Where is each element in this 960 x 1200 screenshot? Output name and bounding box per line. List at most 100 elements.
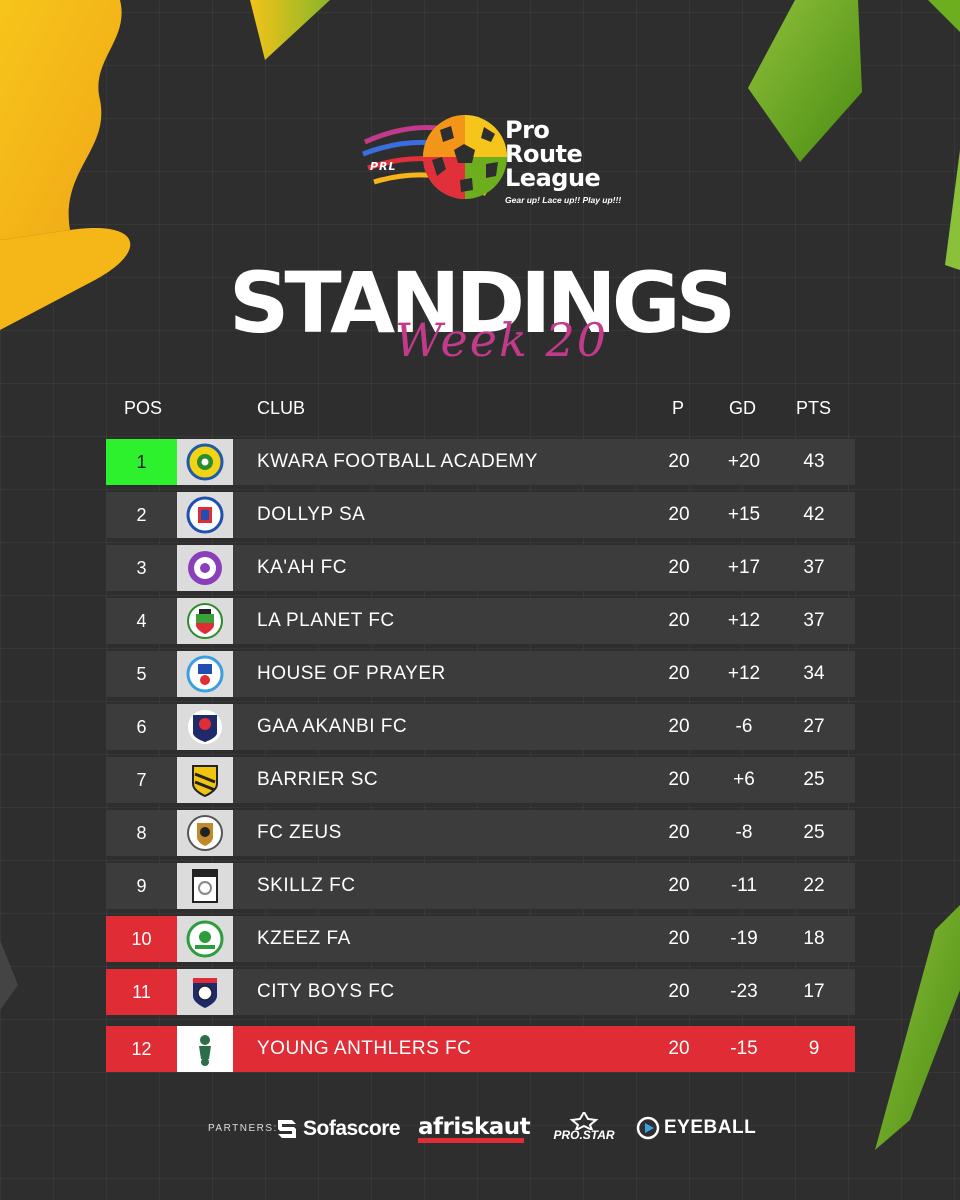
table-row: 1 KWARA FOOTBALL ACADEMY 20 +20 43 bbox=[106, 439, 855, 485]
goal-difference: -8 bbox=[735, 822, 753, 843]
skillz-fc-crest-icon bbox=[192, 869, 218, 903]
row-position: 2 bbox=[106, 492, 177, 538]
partner-name: afriskaut bbox=[418, 1114, 531, 1140]
week-subtitle: Week 20 bbox=[395, 313, 609, 367]
header-gd: GD bbox=[729, 398, 756, 418]
club-badge bbox=[177, 598, 233, 644]
club-badge bbox=[177, 492, 233, 538]
partners-label: PARTNERS: bbox=[208, 1123, 278, 1134]
played: 20 bbox=[668, 610, 690, 631]
league-name-line: Route bbox=[505, 140, 583, 168]
points: 25 bbox=[803, 769, 825, 790]
goal-difference: +12 bbox=[727, 663, 761, 684]
goal-difference: -11 bbox=[730, 875, 758, 896]
city-boys-fc-crest-icon bbox=[193, 978, 217, 1008]
played: 20 bbox=[668, 1038, 690, 1059]
row-position: 12 bbox=[106, 1026, 177, 1072]
league-logo-icon bbox=[362, 115, 507, 199]
page-title: STANDINGS bbox=[228, 254, 736, 352]
table-row: 9 SKILLZ FC 20 -11 22 bbox=[106, 863, 855, 909]
green-shape-top-right bbox=[748, 0, 862, 162]
points: 18 bbox=[803, 928, 825, 949]
club-name: KA'AH FC bbox=[257, 557, 347, 578]
points: 37 bbox=[803, 557, 825, 578]
goal-difference: +15 bbox=[727, 504, 761, 525]
played: 20 bbox=[668, 875, 690, 896]
points: 22 bbox=[803, 875, 825, 896]
club-name: CITY BOYS FC bbox=[257, 981, 395, 1002]
row-position: 11 bbox=[106, 969, 177, 1015]
played: 20 bbox=[668, 981, 690, 1002]
goal-difference: -19 bbox=[730, 928, 758, 949]
green-shape-right-edge bbox=[928, 0, 960, 32]
club-name: YOUNG ANTHLERS FC bbox=[257, 1038, 472, 1059]
played: 20 bbox=[668, 928, 690, 949]
goal-difference: -15 bbox=[730, 1038, 758, 1059]
points: 17 bbox=[803, 981, 825, 1002]
header-pos: POS bbox=[124, 398, 163, 418]
prostar-star-icon bbox=[569, 1109, 599, 1133]
points: 27 bbox=[803, 716, 825, 737]
goal-difference: -23 bbox=[730, 981, 758, 1002]
table-row: 5 HOUSE OF PRAYER 20 +12 34 bbox=[106, 651, 855, 697]
yellow-band-left bbox=[0, 228, 131, 330]
points: 42 bbox=[803, 504, 825, 525]
played: 20 bbox=[668, 769, 690, 790]
row-position: 7 bbox=[106, 757, 177, 803]
league-tagline: Gear up! Lace up!! Play up!!! bbox=[505, 195, 622, 205]
partner-name: Sofascore bbox=[303, 1117, 401, 1140]
table-row: 3 KA'AH FC 20 +17 37 bbox=[106, 545, 855, 591]
header-p: P bbox=[672, 398, 685, 418]
house-of-prayer-crest-icon bbox=[186, 655, 224, 693]
played: 20 bbox=[668, 716, 690, 737]
partner-afriskaut: afriskaut bbox=[418, 1114, 531, 1143]
sofascore-logo-icon bbox=[278, 1120, 296, 1138]
green-shard-bottom-right bbox=[875, 905, 960, 1150]
grey-shard-left bbox=[0, 940, 18, 1010]
kaah-fc-crest-icon bbox=[188, 551, 222, 585]
row-position: 1 bbox=[106, 439, 177, 485]
points: 34 bbox=[803, 663, 825, 684]
yellow-shape-top-left bbox=[0, 0, 122, 240]
club-badge bbox=[177, 916, 233, 962]
played: 20 bbox=[668, 451, 690, 472]
played: 20 bbox=[668, 557, 690, 578]
played: 20 bbox=[668, 822, 690, 843]
goal-difference: -6 bbox=[735, 716, 753, 737]
kwara-football-academy-crest-icon bbox=[186, 443, 224, 481]
row-position: 10 bbox=[106, 916, 177, 962]
partner-prostar: PRO.STAR bbox=[544, 1109, 624, 1148]
green-shape-right-side bbox=[945, 150, 960, 270]
club-name: DOLLYP SA bbox=[257, 504, 366, 525]
row-position: 6 bbox=[106, 704, 177, 750]
league-name: Pro Route League bbox=[505, 116, 601, 190]
table-row: 4 LA PLANET FC 20 +12 37 bbox=[106, 598, 855, 644]
club-badge bbox=[177, 969, 233, 1015]
la-planet-fc-crest-icon bbox=[187, 603, 223, 639]
row-position: 4 bbox=[106, 598, 177, 644]
kzeez-fa-crest-icon bbox=[186, 920, 224, 958]
row-position: 8 bbox=[106, 810, 177, 856]
partners-bar: PARTNERS: Sofascore afriskaut PRO.STAR E… bbox=[208, 1109, 768, 1148]
club-badge bbox=[177, 810, 233, 856]
club-badge bbox=[177, 1026, 233, 1072]
goal-difference: +20 bbox=[727, 451, 761, 472]
partner-sofascore: Sofascore bbox=[276, 1117, 401, 1141]
points: 25 bbox=[803, 822, 825, 843]
eyeball-logo-icon bbox=[636, 1116, 660, 1140]
table-row: 8 FC ZEUS 20 -8 25 bbox=[106, 810, 855, 856]
table-row: 2 DOLLYP SA 20 +15 42 bbox=[106, 492, 855, 538]
table-row: 6 GAA AKANBI FC 20 -6 27 bbox=[106, 704, 855, 750]
club-name: SKILLZ FC bbox=[257, 875, 356, 896]
table-row: 10 KZEEZ FA 20 -19 18 bbox=[106, 916, 855, 962]
header-pts: PTS bbox=[796, 398, 832, 418]
points: 43 bbox=[803, 451, 825, 472]
row-position: 3 bbox=[106, 545, 177, 591]
league-name-line: Pro bbox=[505, 116, 550, 144]
goal-difference: +12 bbox=[727, 610, 761, 631]
club-name: BARRIER SC bbox=[257, 769, 379, 790]
club-badge bbox=[177, 757, 233, 803]
table-row: 12 YOUNG ANTHLERS FC 20 -15 9 bbox=[106, 1026, 855, 1072]
club-name: FC ZEUS bbox=[257, 822, 342, 843]
